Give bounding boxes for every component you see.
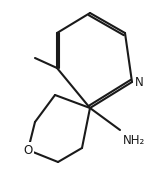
Text: N: N: [135, 76, 144, 89]
Text: O: O: [23, 143, 33, 157]
Text: NH₂: NH₂: [123, 134, 145, 147]
